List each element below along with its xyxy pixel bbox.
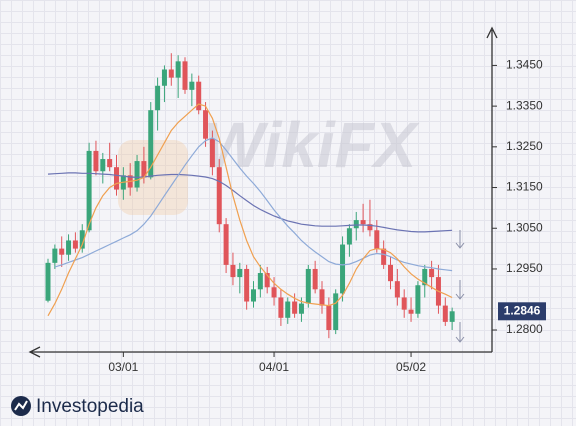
brand: Investopedia <box>36 396 144 417</box>
candle-body <box>326 305 332 331</box>
candle-body <box>333 293 339 331</box>
candle-body <box>278 297 284 318</box>
y-tick-label: 1.3350 <box>506 98 543 112</box>
candle-body <box>189 81 195 90</box>
candle-body <box>182 61 188 90</box>
candle-body <box>100 159 106 172</box>
x-tick-label: 05/02 <box>396 360 426 374</box>
candle-body <box>148 110 154 178</box>
candle-body <box>251 289 256 302</box>
candle-body <box>209 138 215 168</box>
candle-body <box>155 85 161 111</box>
candle-body <box>340 244 346 294</box>
candle-body <box>107 159 113 168</box>
candle-body <box>271 287 277 298</box>
candle-body <box>203 110 209 139</box>
x-axis-arrow <box>28 346 41 358</box>
candle-body <box>312 268 318 290</box>
price-tag <box>498 302 546 321</box>
y-tick-label: 1.2950 <box>506 261 543 275</box>
candle-body <box>449 311 455 322</box>
candle-body <box>237 268 243 278</box>
candle-body <box>394 281 400 298</box>
candle-body <box>305 268 311 304</box>
candle-body <box>141 161 147 178</box>
candle-body <box>72 240 78 249</box>
candle-body <box>298 303 304 314</box>
candle-body <box>429 268 435 278</box>
price-tag-label: 1.2846 <box>504 303 541 317</box>
candle-body <box>223 224 229 265</box>
candle-body <box>346 228 352 245</box>
candle-body <box>381 248 387 265</box>
y-tick-label: 1.3050 <box>506 220 543 234</box>
candle-body <box>292 301 298 314</box>
candle-body <box>285 301 291 318</box>
candle-body <box>175 61 181 78</box>
y-tick-label: 1.3250 <box>506 139 543 153</box>
candle-body <box>257 273 263 290</box>
candle-body <box>442 305 448 322</box>
candle-body <box>168 69 174 78</box>
x-tick-label: 03/01 <box>108 360 138 374</box>
candle-body <box>59 248 65 255</box>
y-tick-label: 1.2800 <box>506 322 543 336</box>
x-tick-label: 04/01 <box>259 360 289 374</box>
candle-body <box>422 268 428 286</box>
y-axis-arrow <box>486 26 498 39</box>
candle-body <box>230 264 236 278</box>
candle-body <box>66 240 72 255</box>
moving-average <box>54 137 453 272</box>
candle-body <box>79 230 85 249</box>
candle-body <box>86 150 92 231</box>
candle-body <box>196 81 202 111</box>
candle-body <box>161 69 167 86</box>
candle-body <box>45 262 51 301</box>
y-tick-label: 1.3450 <box>506 58 543 72</box>
candle-body <box>353 220 359 229</box>
candle-body <box>93 150 99 172</box>
candle-body <box>264 273 270 288</box>
candle-body <box>114 167 119 190</box>
brand-logo-mark <box>14 400 28 411</box>
moving-average <box>47 103 453 317</box>
candle-body <box>415 285 421 314</box>
moving-average <box>47 172 453 233</box>
candle-body <box>216 167 222 225</box>
candle-body <box>360 220 366 225</box>
candle-body <box>408 309 414 314</box>
arrows <box>455 230 465 343</box>
candle-body <box>134 161 140 188</box>
candle-body <box>374 230 380 249</box>
candle-body <box>367 224 373 231</box>
watermark: WikiFX <box>204 109 420 181</box>
watermark-logo <box>118 140 188 215</box>
candle-body <box>52 248 58 263</box>
candle-body <box>388 264 393 282</box>
candle-body <box>244 268 250 302</box>
candle-body <box>401 297 407 310</box>
y-tick-label: 1.3150 <box>506 180 543 194</box>
candle-body <box>319 289 325 306</box>
